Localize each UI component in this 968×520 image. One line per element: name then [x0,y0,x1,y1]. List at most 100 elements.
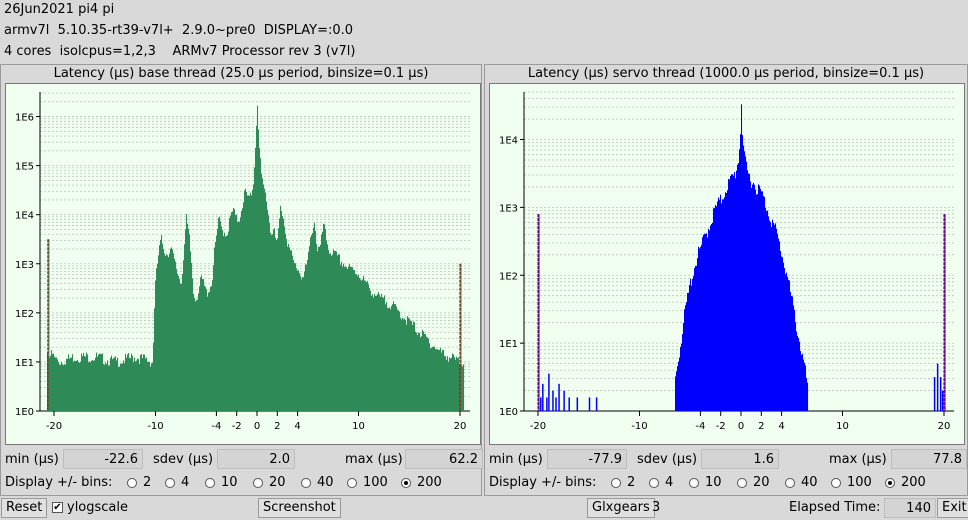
histogram-bar [240,217,242,411]
histogram-bar [121,363,123,411]
histogram-bar [236,214,238,411]
histogram-bar [60,365,62,411]
histogram-bar [204,285,206,411]
histogram-bar [52,354,54,411]
histogram-bar [422,329,424,411]
outlier-bar [941,390,944,411]
base-bins-radio-2[interactable] [127,478,137,488]
histogram-bar [419,332,421,411]
reset-button[interactable]: Reset [1,498,48,518]
servo-bins-radio-200[interactable] [885,478,895,488]
histogram-bar [166,254,168,411]
histogram-bar [335,250,337,411]
histogram-bar [230,215,232,411]
histogram-bar [277,238,279,411]
histogram-bar [297,270,299,411]
histogram-bar [165,256,167,411]
histogram-bar [706,233,708,411]
servo-bins-radio-10[interactable] [689,478,699,488]
histogram-bar [333,249,335,411]
histogram-bar [302,277,304,411]
y-tick-label: 1E3 [499,203,518,214]
base-bins-radio-20[interactable] [253,478,263,488]
histogram-bar [182,274,184,411]
histogram-bar [91,360,93,411]
histogram-bar [156,268,158,411]
servo-bins-radio-40[interactable] [785,478,795,488]
histogram-bar [775,223,777,411]
histogram-bar [142,358,144,411]
histogram-bar [228,231,230,411]
histogram-bar [67,358,69,411]
base-bins-radio-100[interactable] [347,478,357,488]
histogram-bar [107,360,109,411]
ylogscale-checkbox[interactable]: ✔ [52,502,63,513]
histogram-bar [209,291,211,411]
servo-bins-radio-100[interactable] [831,478,841,488]
histogram-bar [399,311,401,411]
histogram-bar [185,229,187,411]
histogram-bar [208,292,210,411]
histogram-bar [86,352,88,411]
histogram-bar [724,197,726,411]
histogram-bar [348,266,350,411]
histogram-bar [149,361,151,411]
base-bins-radio-200[interactable] [401,478,411,488]
histogram-bar [771,226,773,411]
outlier-bar [552,390,554,411]
histogram-bar [744,151,746,411]
histogram-bar [264,188,266,411]
base-bins-radio-10[interactable] [205,478,215,488]
header-cpu-info: 4 cores isolcpus=1,2,3 ARMv7 Processor r… [4,44,356,59]
histogram-bar [172,249,174,411]
histogram-bar [365,280,367,411]
histogram-bar [233,208,235,411]
histogram-bar [446,359,448,411]
glxgears-button[interactable]: Glxgears [587,498,655,518]
histogram-bar [267,209,269,411]
outlier-bar [542,383,544,411]
outlier-bar [576,397,579,411]
servo-bins-radio-2[interactable] [611,478,621,488]
histogram-bar [154,308,156,411]
histogram-bar [703,234,705,411]
histogram-bar [152,362,154,411]
histogram-bar [279,218,281,411]
histogram-bar [290,250,292,411]
histogram-bar [68,354,70,411]
histogram-bar [62,364,64,411]
histogram-bar [687,292,689,411]
histogram-bar [140,355,142,411]
servo-bins-radio-20[interactable] [737,478,747,488]
histogram-bar [410,320,412,411]
base-bins-radio-4[interactable] [165,478,175,488]
base-bins-option-label: 2 [143,475,152,490]
histogram-bar [163,249,165,411]
servo-bins-radio-4[interactable] [649,478,659,488]
histogram-bar [431,347,433,411]
histogram-bar [716,206,718,411]
histogram-bar [776,228,778,411]
histogram-bar [93,360,95,411]
histogram-bar [367,280,369,411]
histogram-bar [354,270,356,411]
x-tick-label: -2 [716,421,726,432]
exit-button[interactable]: Exit [937,498,968,518]
header-date-host: 26Jun2021 pi4 pi [4,2,115,17]
glxgears-count: 3 [652,500,661,515]
histogram-bar [391,306,393,411]
histogram-bar [395,304,397,411]
histogram-bar [159,245,161,411]
histogram-bar [246,191,248,411]
base-chart-title: Latency (µs) base thread (25.0 µs period… [53,66,429,81]
histogram-bar [429,343,431,411]
servo-bins-option-label: 40 [801,475,818,490]
histogram-bar [257,105,259,411]
base-bins-radio-40[interactable] [301,478,311,488]
histogram-bar [109,365,111,411]
histogram-bar [805,365,807,411]
histogram-bar [99,353,101,411]
histogram-bar [170,248,172,411]
screenshot-button[interactable]: Screenshot [258,498,341,518]
histogram-bar [789,280,791,411]
